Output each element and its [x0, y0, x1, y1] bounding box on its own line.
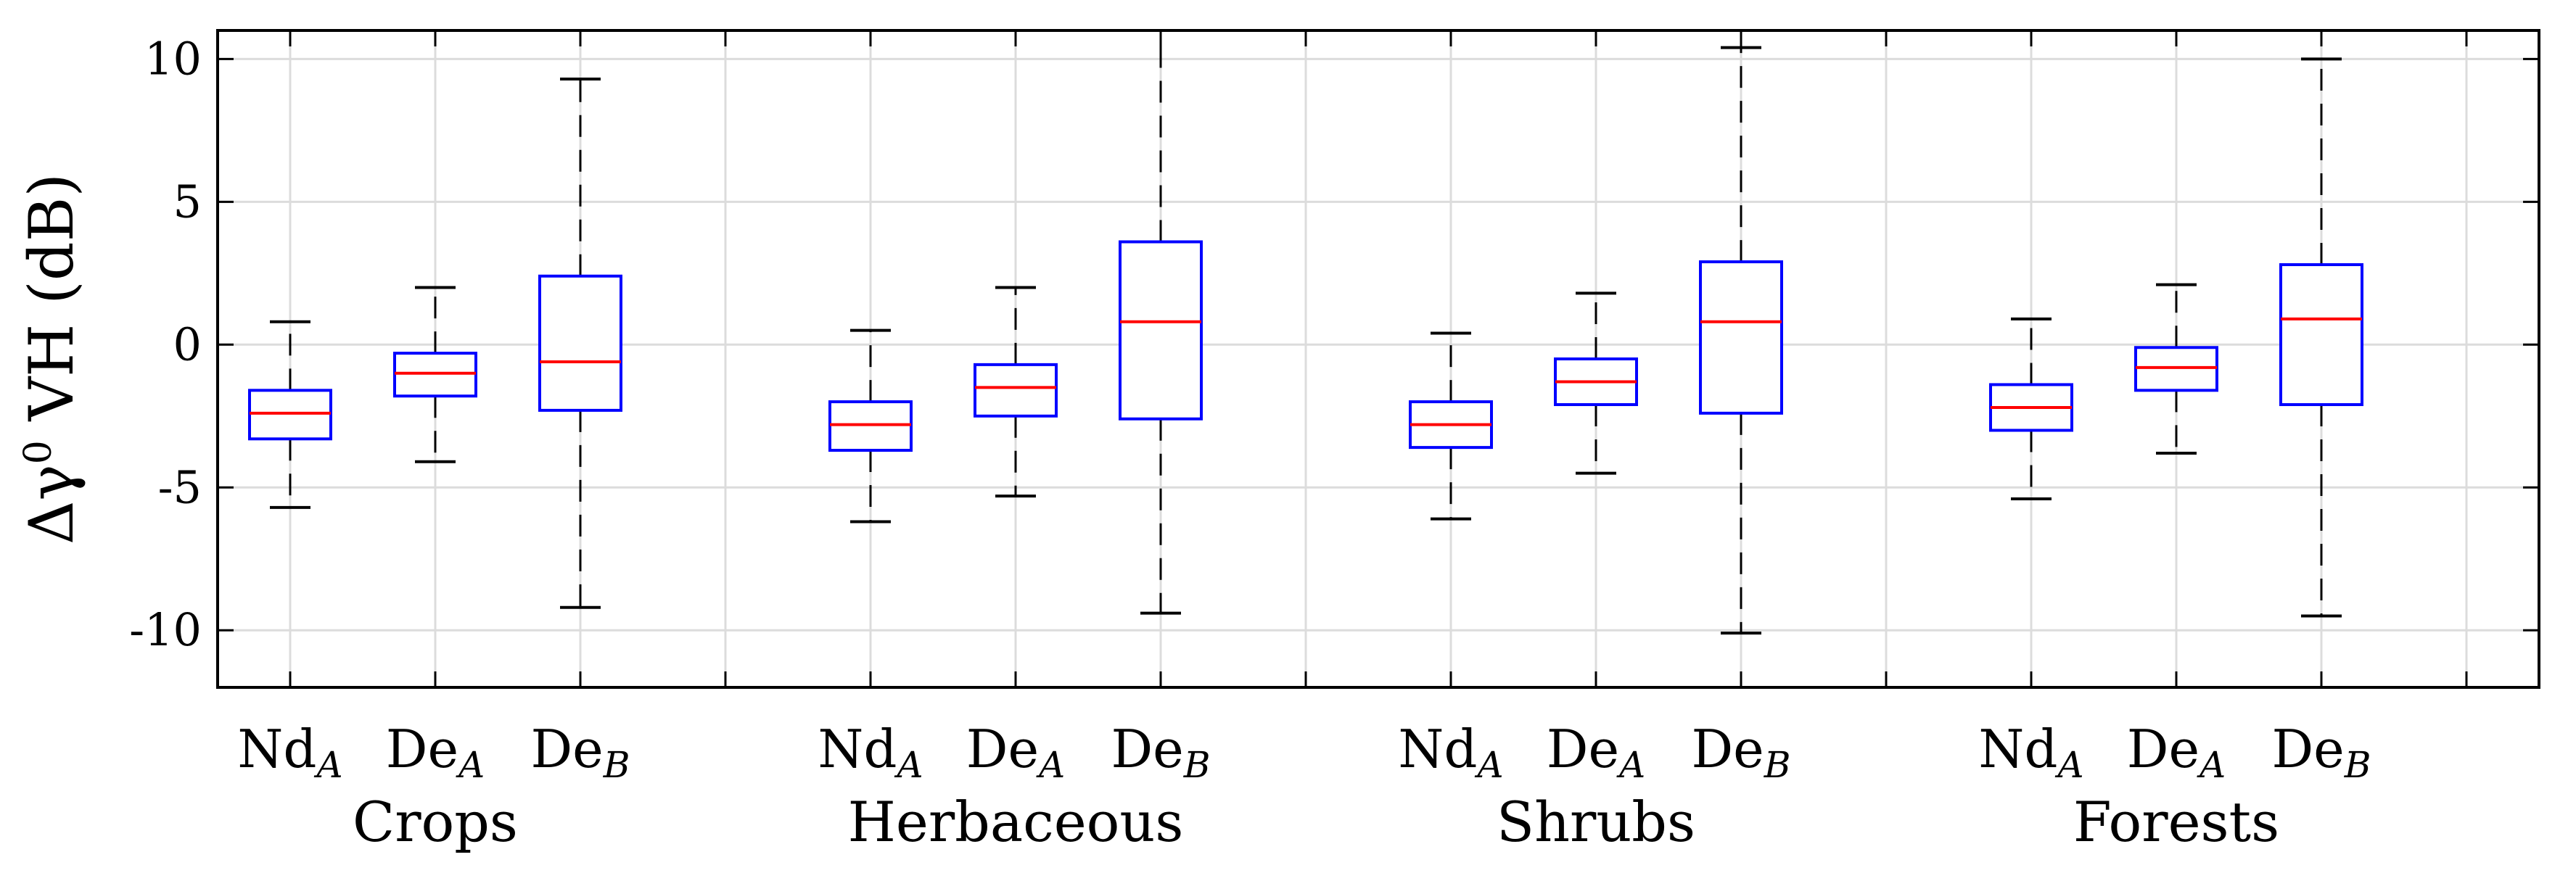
axes-frame: [216, 29, 2540, 689]
group-label-herbaceous: Herbaceous: [848, 790, 1184, 854]
x-category-label-main: Nd: [1978, 719, 2057, 779]
x-category-label-sub: A: [456, 744, 485, 786]
x-category-label-main: Nd: [818, 719, 897, 779]
x-category-label: DeB: [1111, 719, 1210, 786]
x-category-label-sub: B: [2344, 744, 2371, 786]
box-forests-de-b: [2279, 57, 2363, 618]
box-shrubs-nd-a: [1409, 331, 1493, 521]
y-tick-label: -5: [158, 460, 202, 513]
box-forests-de-a: [2134, 283, 2218, 455]
x-category-label: NdA: [237, 719, 342, 786]
x-category-label: DeB: [2271, 719, 2371, 786]
box-herbaceous-de-b: [1119, 29, 1203, 615]
y-axis-label: Δγ0 VH (dB): [16, 173, 87, 545]
x-category-label: DeB: [530, 719, 630, 786]
box-shrubs-de-a: [1554, 291, 1638, 475]
x-category-label-sub: A: [894, 744, 923, 786]
box-herbaceous-de-a: [974, 286, 1058, 498]
x-category-label: DeA: [386, 719, 485, 786]
y-axis-label-sup: 0: [17, 440, 60, 464]
group-label-crops: Crops: [353, 790, 518, 854]
x-category-label-main: De: [386, 719, 458, 779]
x-category-label-sub: A: [1616, 744, 1645, 786]
y-axis-label-rest: VH (dB): [16, 173, 87, 440]
x-category-label-main: De: [1691, 719, 1764, 779]
y-tick-label: 5: [173, 175, 202, 228]
x-category-label: DeB: [1691, 719, 1790, 786]
x-category-label-sub: A: [1036, 744, 1065, 786]
x-category-label-sub: B: [1764, 744, 1791, 786]
x-category-label: NdA: [1398, 719, 1503, 786]
x-category-label: DeA: [1547, 719, 1645, 786]
iqr-box: [2279, 263, 2363, 407]
x-category-label: DeA: [966, 719, 1065, 786]
x-category-label-sub: A: [2054, 744, 2083, 786]
iqr-box: [974, 363, 1058, 418]
y-tick-label: 0: [173, 318, 202, 371]
x-category-label-main: De: [966, 719, 1039, 779]
x-category-label-sub: A: [2197, 744, 2226, 786]
x-category-label: NdA: [1978, 719, 2083, 786]
x-category-label-main: Nd: [237, 719, 316, 779]
x-category-label-main: De: [2127, 719, 2200, 779]
ticks-layer: [218, 30, 2539, 687]
iqr-box: [538, 274, 622, 412]
box-crops-nd-a: [248, 320, 332, 509]
box-forests-nd-a: [1989, 317, 2073, 501]
group-label-forests: Forests: [2073, 790, 2279, 854]
y-axis-label-main: Δγ: [16, 464, 87, 545]
box-crops-de-a: [393, 286, 477, 463]
x-category-label-main: Nd: [1398, 719, 1477, 779]
iqr-box: [1119, 240, 1203, 421]
x-category-label-main: De: [530, 719, 603, 779]
box-herbaceous-nd-a: [828, 328, 913, 524]
boxes-layer: [248, 29, 2363, 635]
x-category-label: DeA: [2127, 719, 2226, 786]
x-category-label-sub: A: [1474, 744, 1503, 786]
x-category-label-sub: A: [313, 744, 342, 786]
x-category-label-sub: B: [1183, 744, 1211, 786]
x-category-label-main: De: [2271, 719, 2344, 779]
iqr-box: [1699, 260, 1783, 415]
y-tick-label: 10: [144, 32, 202, 85]
group-label-shrubs: Shrubs: [1497, 790, 1695, 854]
x-category-label-main: De: [1111, 719, 1183, 779]
x-category-label-main: De: [1547, 719, 1619, 779]
box-shrubs-de-b: [1699, 46, 1783, 635]
y-tick-label: -10: [129, 603, 202, 656]
box-crops-de-b: [538, 77, 622, 609]
x-category-label: NdA: [818, 719, 923, 786]
x-category-label-sub: B: [603, 744, 630, 786]
